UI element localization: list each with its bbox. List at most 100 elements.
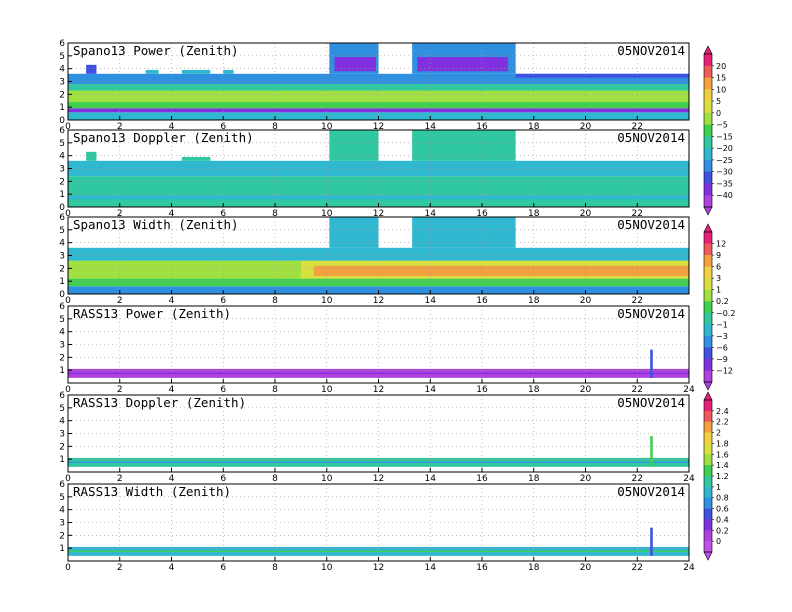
- x-tick-label: 10: [321, 563, 333, 573]
- y-tick-label: 1: [59, 455, 65, 465]
- x-tick-label: 18: [528, 563, 540, 573]
- data-layer-8: [412, 217, 516, 248]
- data-layer-2: [68, 550, 689, 553]
- x-tick-label: 0: [65, 209, 71, 219]
- colorbar-swatch: [704, 358, 712, 371]
- data-layer-3: [86, 151, 97, 161]
- x-tick-label: 8: [272, 563, 278, 573]
- data-layer-6: [68, 73, 689, 85]
- x-tick-label: 8: [272, 122, 278, 132]
- data-layer-2: [68, 278, 689, 287]
- colorbar-label: 0.6: [716, 505, 729, 514]
- panel-date: 05NOV2014: [617, 130, 685, 145]
- colorbar-swatch: [704, 454, 712, 466]
- x-tick-label: 16: [476, 209, 488, 219]
- y-tick-label: 0: [59, 290, 65, 300]
- y-tick-label: 3: [59, 341, 65, 351]
- x-tick-label: 20: [580, 209, 592, 219]
- colorbar-label: 1: [716, 483, 721, 492]
- x-tick-label: 16: [476, 385, 488, 395]
- y-tick-label: 2: [59, 264, 65, 274]
- x-tick-label: 12: [373, 209, 384, 219]
- data-layer-7: [86, 64, 97, 74]
- x-tick-label: 0: [65, 474, 71, 484]
- x-tick-label: 14: [425, 474, 437, 484]
- colorbar-label: −15: [716, 132, 733, 141]
- colorbar-swatch: [704, 112, 712, 125]
- x-tick-label: 14: [425, 122, 437, 132]
- data-layer-7: [68, 195, 689, 200]
- x-tick-label: 22: [632, 296, 643, 306]
- x-tick-label: 24: [683, 563, 695, 573]
- panel-title: Spano13 Width (Zenith): [73, 217, 239, 232]
- colorbar-label: 0: [716, 109, 721, 118]
- x-tick-label: 20: [580, 296, 592, 306]
- colorbar-swatch: [704, 136, 712, 149]
- x-tick-label: 16: [476, 296, 488, 306]
- x-tick-label: 0: [65, 122, 71, 132]
- x-tick-label: 24: [683, 474, 695, 484]
- colorbar-label: 1.4: [716, 461, 729, 470]
- x-tick-label: 10: [321, 385, 333, 395]
- colorbar-label: 2.4: [716, 407, 729, 416]
- x-tick-label: 18: [528, 385, 540, 395]
- colorbar-swatch: [704, 278, 712, 290]
- colorbar-swatch: [704, 195, 712, 208]
- colorbar-arrow-bottom: [703, 206, 713, 216]
- data-layer-3: [650, 349, 653, 378]
- y-tick-label: 1: [59, 366, 65, 376]
- y-tick-label: 2: [59, 531, 65, 541]
- colorbar-label: −1: [716, 320, 728, 329]
- x-tick-label: 16: [476, 474, 488, 484]
- y-tick-label: 1: [59, 277, 65, 287]
- colorbar-swatch: [704, 465, 712, 477]
- panel-date: 05NOV2014: [617, 217, 685, 232]
- x-tick-label: 14: [425, 563, 437, 573]
- colorbar-swatch: [704, 347, 712, 360]
- y-tick-label: 1: [59, 190, 65, 200]
- x-tick-label: 2: [117, 385, 123, 395]
- colorbar-2: 12 9 6 3 1 0.2 −0.2 −1 −3 −6 −9 −12: [703, 223, 735, 391]
- y-tick-label: 0: [59, 203, 65, 213]
- colorbar-label: 1.2: [716, 472, 729, 481]
- y-tick-label: 0: [59, 116, 65, 126]
- x-tick-label: 14: [425, 385, 437, 395]
- colorbar-label: 0.2: [716, 297, 729, 306]
- x-tick-label: 18: [528, 122, 540, 132]
- colorbar-swatch: [704, 432, 712, 444]
- colorbar-label: −40: [716, 191, 733, 200]
- colorbar-swatch: [704, 370, 712, 383]
- colorbar-label: 1.8: [716, 439, 729, 448]
- colorbar-label: −20: [716, 144, 733, 153]
- colorbar-swatch: [704, 530, 712, 542]
- x-tick-label: 18: [528, 209, 540, 219]
- colorbar-label: 0.2: [716, 526, 729, 535]
- colorbar-label: −12: [716, 366, 733, 375]
- x-tick-label: 20: [580, 563, 592, 573]
- data-layer-3: [650, 527, 653, 556]
- colorbar-label: 0.8: [716, 494, 729, 503]
- y-tick-label: 5: [59, 315, 65, 325]
- x-tick-label: 18: [528, 296, 540, 306]
- y-tick-label: 2: [59, 90, 65, 100]
- x-tick-label: 2: [117, 474, 123, 484]
- y-tick-label: 1: [59, 103, 65, 113]
- x-tick-label: 24: [683, 385, 695, 395]
- y-tick-label: 5: [59, 404, 65, 414]
- x-tick-label: 6: [220, 209, 226, 219]
- x-tick-label: 10: [321, 474, 333, 484]
- x-tick-label: 2: [117, 122, 123, 132]
- colorbar-label: 6: [716, 263, 721, 272]
- y-tick-label: 6: [59, 391, 65, 401]
- x-tick-label: 10: [321, 122, 333, 132]
- x-tick-label: 22: [632, 209, 643, 219]
- colorbar-swatch: [704, 312, 712, 325]
- panel-title: RASS13 Doppler (Zenith): [73, 395, 246, 410]
